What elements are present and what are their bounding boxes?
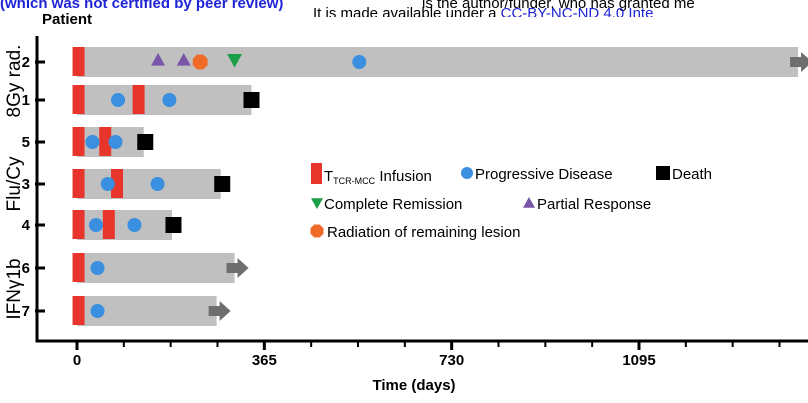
infusion-marker (73, 210, 85, 239)
legend-complete-label: Complete Remission (324, 196, 462, 213)
death-marker (137, 134, 153, 150)
progressive-disease-marker (108, 135, 122, 149)
legend-progressive-swatch (461, 167, 473, 179)
legend-radiation-swatch (311, 225, 324, 238)
progressive-disease-marker (162, 93, 176, 107)
group-label: Flu/Cy (4, 156, 25, 211)
legend-partial-swatch (523, 197, 535, 208)
patient-label-5: 5 (22, 134, 30, 151)
progressive-disease-marker (85, 135, 99, 149)
legend-infusion-label: TTCR-MCC Infusion (324, 168, 432, 186)
x-tick-label: 730 (439, 352, 464, 369)
legend-complete-swatch (311, 198, 323, 209)
legend-infusion-swatch (311, 163, 322, 184)
x-tick-label: 0 (73, 352, 81, 369)
infusion-marker (103, 210, 115, 239)
infusion-marker (73, 47, 85, 76)
progressive-disease-marker (89, 218, 103, 232)
legend-radiation-label: Radiation of remaining lesion (327, 224, 520, 241)
progressive-disease-marker (91, 304, 105, 318)
x-axis-title: Time (days) (372, 377, 455, 394)
progressive-disease-marker (91, 261, 105, 275)
y-axis-title: Patient (42, 11, 92, 28)
legend-progressive-label: Progressive Disease (475, 166, 613, 183)
timeline-bar-3 (77, 169, 221, 199)
group-label: 8Gy rad. (4, 45, 25, 118)
x-tick-label: 365 (252, 352, 277, 369)
progressive-disease-marker (111, 93, 125, 107)
patient-label-4: 4 (22, 217, 31, 234)
legend-partial-label: Partial Response (537, 196, 651, 213)
infusion-marker (73, 253, 85, 282)
group-label: IFNγ1b (4, 258, 25, 319)
legend-death-label: Death (672, 166, 712, 183)
progressive-disease-marker (151, 177, 165, 191)
infusion-marker (73, 296, 85, 325)
infusion-marker (133, 85, 145, 114)
death-marker (165, 217, 181, 233)
legend-death-swatch (656, 166, 670, 180)
radiation-marker (193, 55, 208, 70)
infusion-marker (73, 85, 85, 114)
infusion-marker (73, 169, 85, 198)
x-tick-label: 1095 (622, 352, 655, 369)
death-marker (244, 92, 260, 108)
infusion-marker (73, 127, 85, 156)
death-marker (214, 176, 230, 192)
progressive-disease-marker (352, 55, 366, 69)
progressive-disease-marker (101, 177, 115, 191)
progressive-disease-marker (127, 218, 141, 232)
